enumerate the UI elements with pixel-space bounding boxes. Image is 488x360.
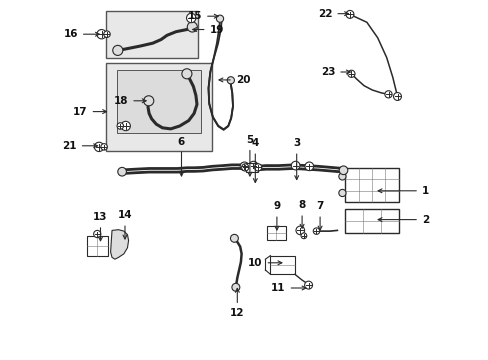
Polygon shape [110,230,128,259]
Circle shape [313,228,319,234]
Circle shape [240,162,248,171]
Circle shape [94,230,101,238]
Circle shape [301,233,306,239]
Circle shape [97,30,106,39]
Circle shape [101,144,107,150]
Text: 4: 4 [251,138,259,148]
Bar [266,226,285,240]
Circle shape [143,96,153,106]
Circle shape [338,173,346,180]
Bar [270,256,294,274]
Text: 1: 1 [421,186,428,196]
Bar [87,236,107,256]
Circle shape [249,161,257,170]
Text: 12: 12 [229,308,244,318]
Text: 2: 2 [421,215,428,225]
Bar [106,11,197,58]
Circle shape [338,189,346,197]
Bar [246,163,257,172]
Circle shape [94,142,103,152]
Text: 8: 8 [298,200,305,210]
Text: 14: 14 [118,210,132,220]
Text: 22: 22 [317,9,332,19]
Text: 9: 9 [273,201,280,211]
Text: 5: 5 [246,135,253,145]
Circle shape [118,167,126,176]
Circle shape [346,10,353,18]
Circle shape [231,283,239,291]
Text: 11: 11 [270,283,285,293]
Circle shape [291,161,299,170]
Text: 3: 3 [292,138,300,148]
Circle shape [384,91,391,98]
Bar [106,63,212,151]
Text: 10: 10 [247,258,262,268]
Circle shape [305,162,313,171]
Circle shape [117,123,123,129]
Circle shape [254,164,261,171]
Circle shape [227,77,234,84]
Circle shape [295,226,304,235]
Text: 20: 20 [235,75,250,85]
Text: 21: 21 [62,141,77,151]
Text: 23: 23 [320,67,335,77]
Circle shape [304,281,312,289]
Text: 15: 15 [187,11,202,21]
Circle shape [216,15,223,22]
Text: 16: 16 [63,29,78,39]
Bar [345,209,398,233]
Circle shape [393,93,401,100]
Circle shape [339,166,347,175]
Circle shape [187,22,197,32]
Circle shape [103,31,110,37]
Circle shape [230,234,238,242]
Text: 6: 6 [178,136,185,147]
Bar [117,70,201,133]
Bar [345,168,398,202]
Text: 7: 7 [316,201,323,211]
Circle shape [186,13,196,23]
Circle shape [241,164,248,171]
Circle shape [121,121,130,131]
Text: 17: 17 [73,107,87,117]
Circle shape [113,45,122,55]
Circle shape [182,69,192,79]
Text: 19: 19 [209,24,224,35]
Text: 18: 18 [114,96,128,106]
Circle shape [347,70,354,77]
Text: 13: 13 [93,212,107,222]
